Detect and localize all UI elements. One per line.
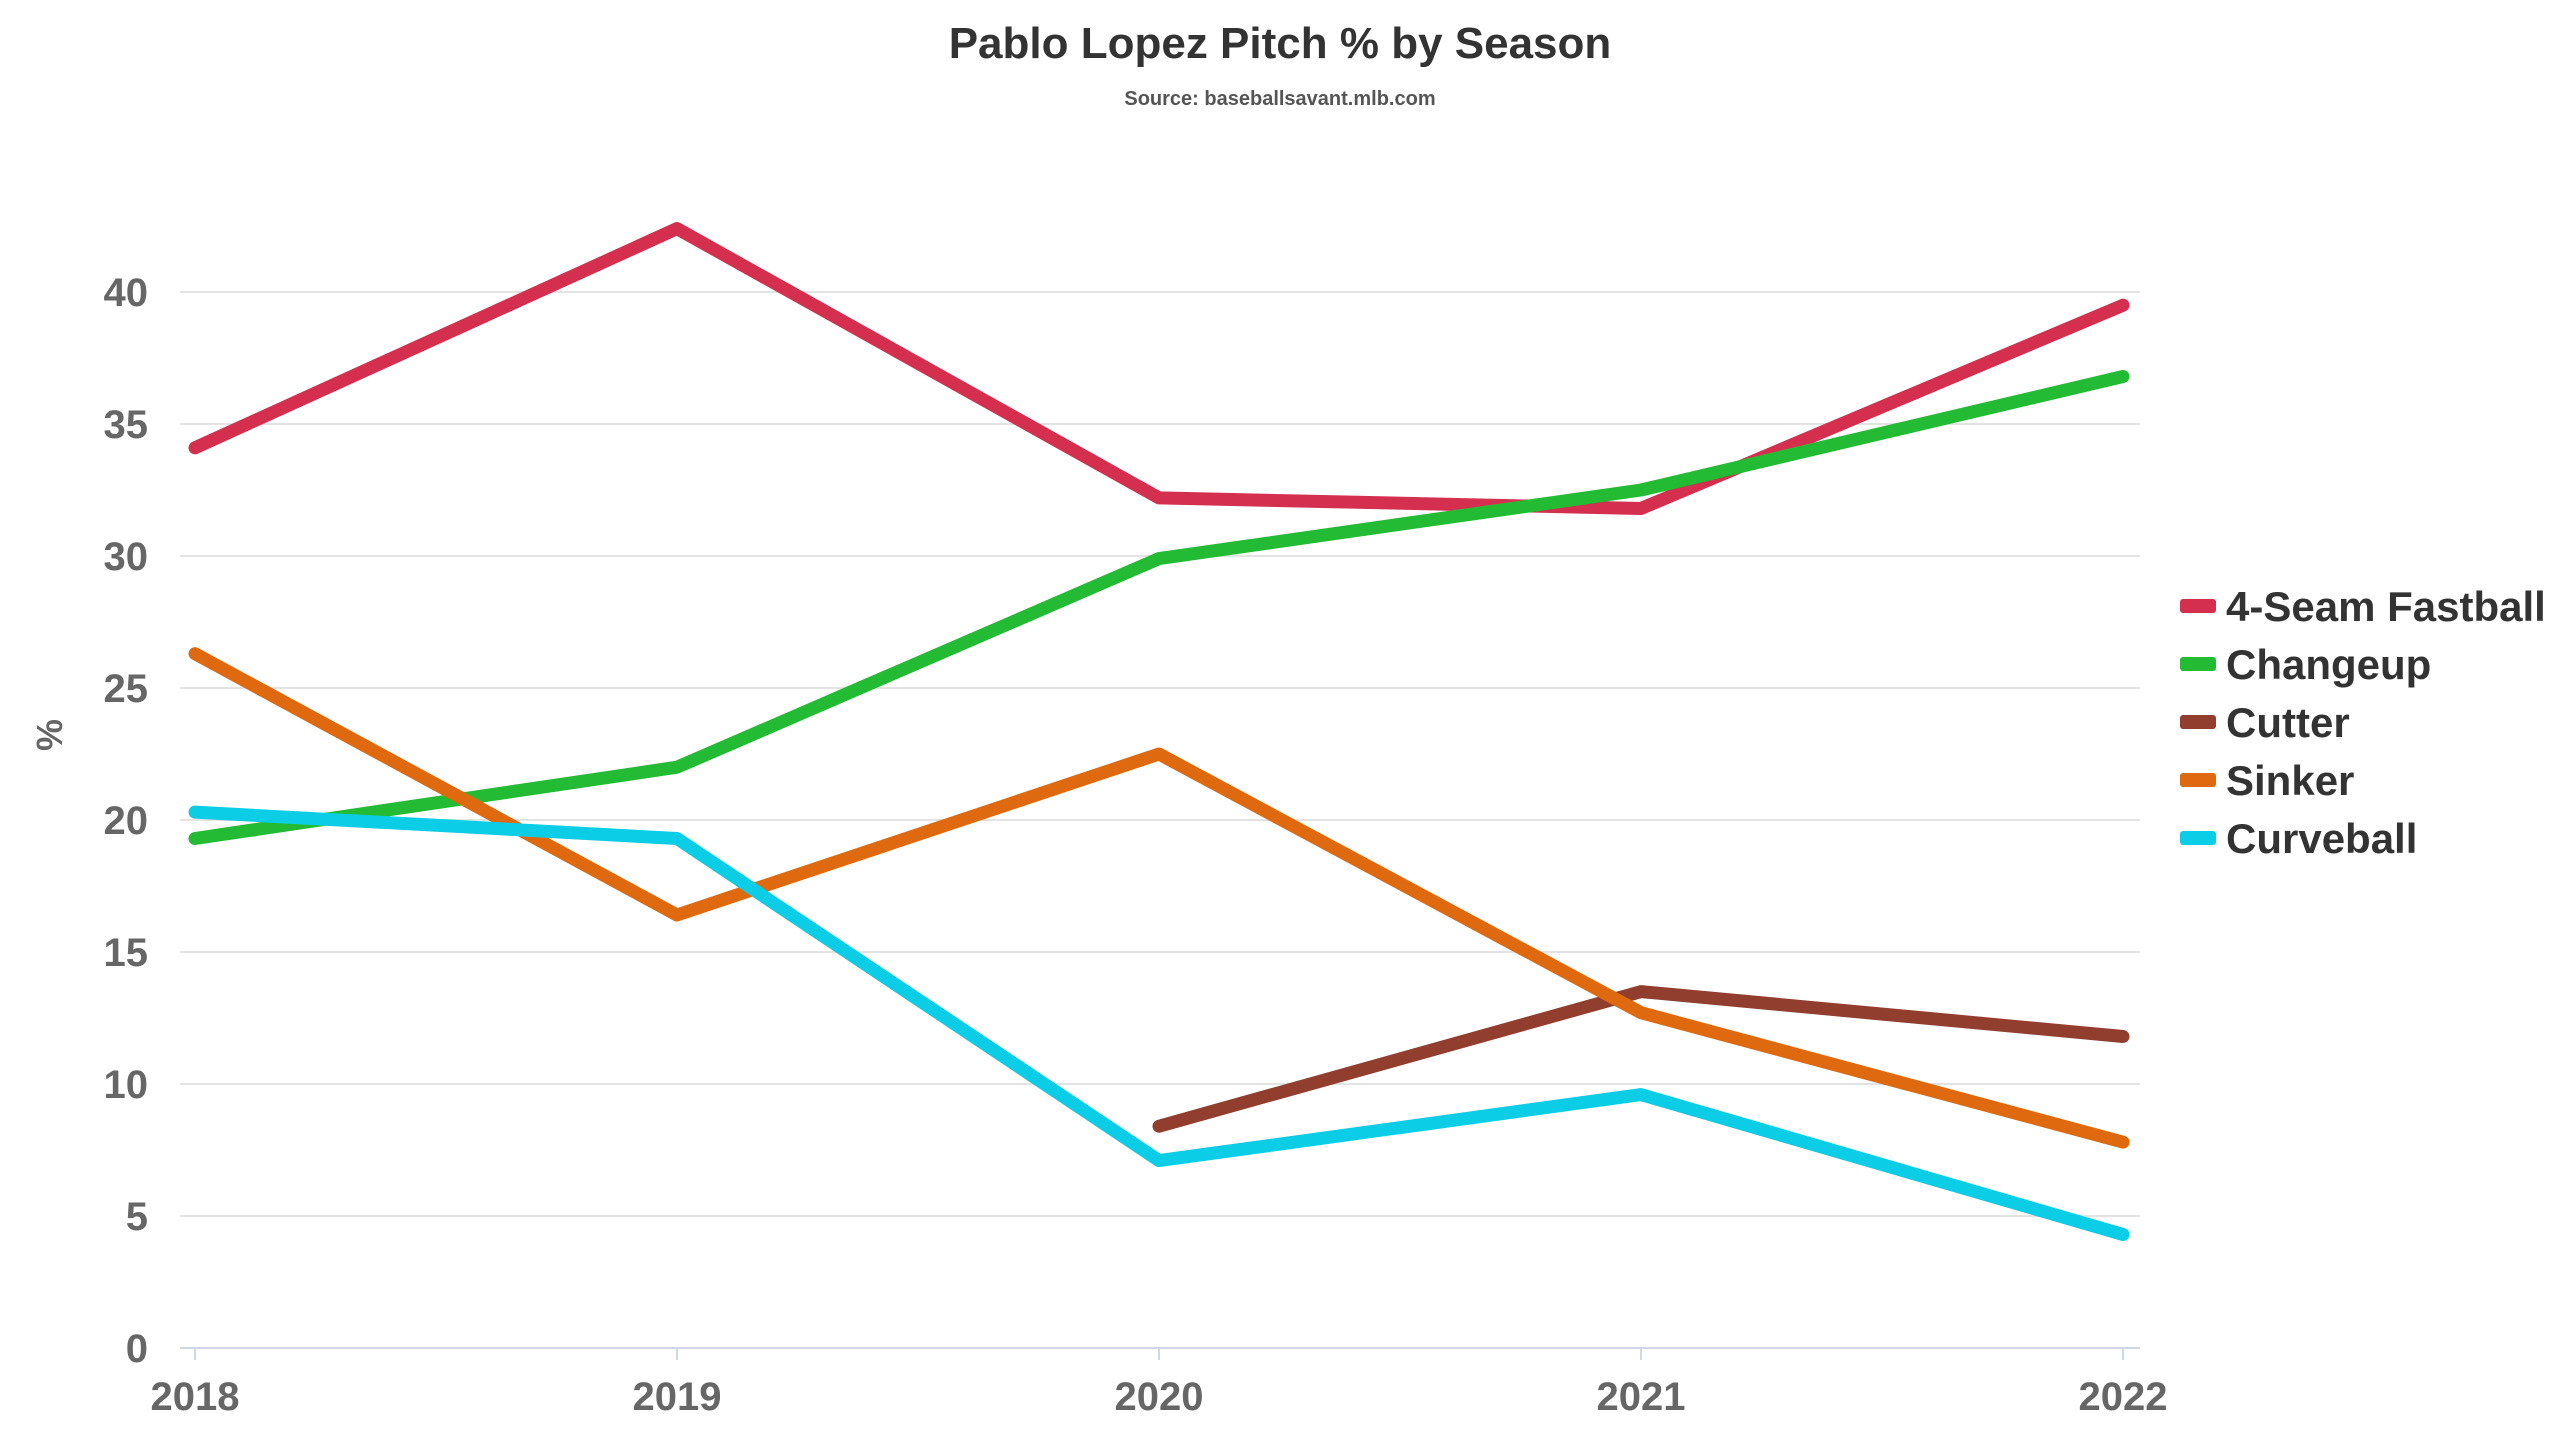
y-tick-label-30: 30 <box>104 535 149 579</box>
axis-layer: 0 5 10 15 20 25 30 35 40 2018 2019 2020 2021 2022 <box>104 271 2168 1419</box>
legend-item-sinker: Sinker <box>2180 757 2354 804</box>
legend-item-4-seam-fastball: 4-Seam Fastball <box>2180 583 2546 630</box>
legend-swatch-curveball <box>2180 831 2216 845</box>
series-layer <box>188 222 2130 1241</box>
y-tick-label-0: 0 <box>126 1327 148 1371</box>
legend-item-curveball: Curveball <box>2180 815 2417 862</box>
legend-item-changeup: Changeup <box>2180 641 2431 688</box>
series-line-curveball <box>188 805 2130 1241</box>
legend-swatch-sinker <box>2180 773 2216 787</box>
y-axis-title: % <box>29 719 70 751</box>
y-tick-label-10: 10 <box>104 1063 149 1107</box>
legend-label-cutter: Cutter <box>2226 699 2350 746</box>
y-tick-label-35: 35 <box>104 403 149 447</box>
chart-subtitle: Source: baseballsavant.mlb.com <box>1124 88 1435 110</box>
x-tick-label-2022: 2022 <box>2079 1375 2168 1419</box>
x-tick-label-2019: 2019 <box>633 1375 722 1419</box>
legend-label-changeup: Changeup <box>2226 641 2431 688</box>
y-tick-label-15: 15 <box>104 931 149 975</box>
legend: 4-Seam Fastball Changeup Cutter Sinker Curve… <box>2180 583 2546 862</box>
x-tick-label-2018: 2018 <box>151 1375 240 1419</box>
legend-label-sinker: Sinker <box>2226 757 2354 804</box>
series-line-sinker <box>188 647 2130 1149</box>
legend-swatch-4-seam-fastball <box>2180 599 2216 613</box>
legend-label-curveball: Curveball <box>2226 815 2417 862</box>
legend-label-4-seam-fastball: 4-Seam Fastball <box>2226 583 2546 630</box>
legend-swatch-changeup <box>2180 657 2216 671</box>
y-tick-label-5: 5 <box>126 1195 148 1239</box>
x-tick-label-2020: 2020 <box>1115 1375 1204 1419</box>
y-tick-label-25: 25 <box>104 667 149 711</box>
series-line-changeup <box>188 370 2130 845</box>
legend-swatch-cutter <box>2180 715 2216 729</box>
chart-title: Pablo Lopez Pitch % by Season <box>949 19 1612 68</box>
series-line-4-seam-fastball <box>188 222 2130 515</box>
y-tick-label-20: 20 <box>104 799 149 843</box>
x-tick-label-2021: 2021 <box>1597 1375 1686 1419</box>
y-tick-label-40: 40 <box>104 271 149 315</box>
series-line-cutter <box>1152 985 2130 1133</box>
legend-item-cutter: Cutter <box>2180 699 2350 746</box>
